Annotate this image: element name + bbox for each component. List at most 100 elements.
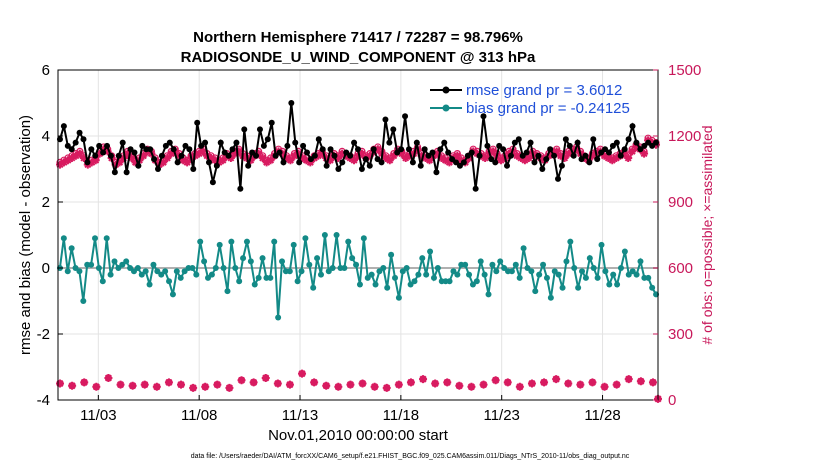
bias-point [92, 235, 99, 242]
rmse-point [253, 152, 260, 159]
bias-point [60, 235, 67, 242]
bias-point [306, 261, 313, 268]
rmse-point [464, 152, 471, 159]
obs-count-assimilated-marker [358, 379, 367, 388]
obs-assimilated-marker [67, 154, 76, 162]
rmse-point [590, 136, 597, 143]
obs-count-assimilated-marker [273, 379, 282, 388]
bias-point [162, 268, 169, 275]
bias-point [532, 288, 539, 295]
obs-assimilated-marker [286, 156, 295, 165]
obs-assimilated-marker [620, 149, 629, 158]
rmse-point [292, 139, 299, 146]
bias-point [290, 241, 297, 248]
obs-count-assimilated-marker [382, 383, 391, 392]
rmse-point [288, 100, 295, 106]
rmse-point [135, 162, 142, 169]
bias-point [294, 278, 301, 285]
rmse-point [425, 152, 432, 159]
rmse-point [527, 139, 534, 146]
rmse-point [100, 149, 107, 156]
obs-assimilated-marker [354, 151, 362, 160]
obs-assimilated-marker [417, 151, 426, 160]
obs-count-assimilated-marker [576, 380, 585, 389]
bias-point [633, 271, 640, 278]
bias-point [224, 288, 231, 295]
rmse-point [413, 139, 420, 146]
bias-point [543, 274, 550, 281]
rmse-point [104, 142, 111, 149]
rmse-point [500, 146, 507, 153]
rmse-point [296, 159, 303, 166]
bias-point [146, 281, 153, 288]
bias-point [528, 268, 535, 275]
footnote: data file: /Users/raeder/DAI/ATM_forcXX/… [191, 453, 630, 460]
y-tick-label: 4 [42, 128, 50, 145]
obs-assimilated-marker [326, 156, 335, 165]
obs-assimilated-marker [167, 149, 176, 158]
obs-assimilated-marker [556, 151, 565, 160]
rmse-point [578, 156, 585, 163]
rmse-point [245, 162, 252, 169]
bias-point [403, 265, 410, 271]
rmse-point [543, 156, 550, 163]
bias-point [423, 271, 430, 278]
bias-point [123, 258, 130, 265]
rmse-point [68, 146, 75, 153]
rmse-point [613, 139, 620, 146]
obs-count-assimilated-marker [394, 380, 403, 389]
rmse-point [225, 152, 232, 159]
rmse-point [249, 149, 256, 156]
bias-point [345, 238, 352, 245]
rmse-point [566, 142, 573, 149]
obs-count-assimilated-marker [164, 378, 173, 387]
bias-point [395, 294, 402, 301]
obs-count-assimilated-marker [298, 369, 307, 378]
bias-point [216, 241, 223, 248]
bias-point [212, 265, 219, 271]
rmse-point [217, 139, 224, 146]
obs-assimilated-marker [318, 149, 327, 158]
obs-assimilated-marker [87, 158, 96, 167]
obs-assimilated-marker [199, 147, 208, 156]
obs-count-assimilated-marker [68, 381, 77, 390]
rmse-point [598, 149, 605, 156]
rmse-point [229, 146, 236, 153]
rmse-point [570, 152, 577, 159]
obs-assimilated-marker [262, 158, 271, 167]
rmse-point [625, 136, 632, 143]
obs-assimilated-marker [127, 154, 136, 162]
bias-point [415, 271, 422, 278]
bias-point [466, 271, 473, 278]
bias-point [489, 261, 496, 268]
y-tick-label: -2 [37, 326, 50, 343]
x-axis-label: Nov.01,2010 00:00:00 start [268, 427, 449, 444]
obs-count-assimilated-marker [237, 376, 246, 385]
rmse-point [351, 139, 358, 146]
y-right-tick-label: 900 [668, 194, 693, 211]
bias-point [64, 268, 71, 275]
obs-assimilated-marker [91, 156, 100, 165]
obs-count-assimilated-marker [370, 382, 379, 391]
rmse-point [496, 142, 503, 149]
rmse-point [276, 149, 283, 156]
y-axis-left: -4 -2 0 2 4 6 [37, 62, 63, 409]
obs-assimilated-marker [512, 151, 521, 160]
rmse-point [551, 152, 558, 159]
rmse-point [421, 146, 428, 153]
obs-assimilated-marker [99, 145, 108, 154]
bias-point [271, 238, 278, 245]
bias-point [559, 284, 566, 291]
y-tick-label: 2 [42, 194, 50, 211]
obs-assimilated-marker [421, 154, 430, 162]
bias-point [508, 268, 515, 275]
legend-bias-label: bias grand pr = -0.24125 [466, 100, 630, 117]
bias-point [567, 238, 574, 245]
rmse-point [280, 159, 287, 166]
x-tick-label: 11/28 [584, 407, 620, 424]
bias-point [353, 261, 360, 268]
bias-point [279, 258, 286, 265]
bias-point [150, 261, 157, 268]
y-right-tick-label: 600 [668, 260, 693, 277]
bias-point [462, 261, 469, 268]
